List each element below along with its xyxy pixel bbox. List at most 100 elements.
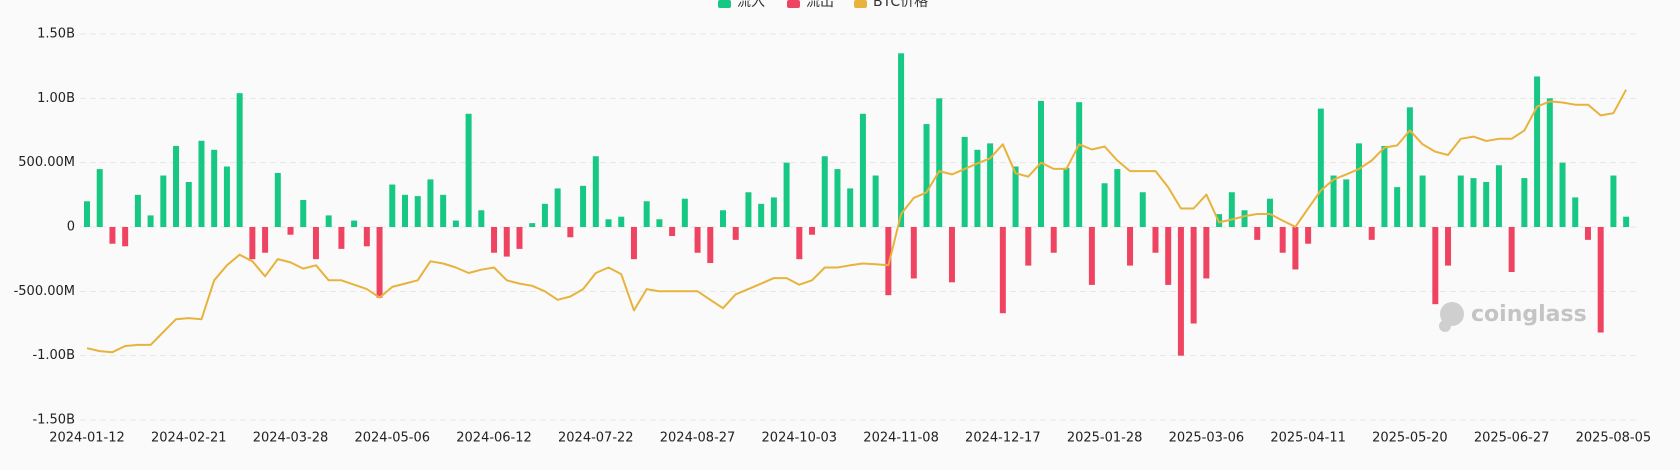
bar bbox=[1114, 169, 1121, 227]
bar bbox=[1368, 227, 1375, 240]
bar bbox=[1228, 192, 1235, 227]
bar bbox=[1076, 102, 1083, 227]
bar bbox=[1508, 227, 1515, 273]
bar bbox=[1139, 192, 1146, 227]
bar bbox=[999, 227, 1006, 314]
legend-item: 流出 bbox=[787, 0, 834, 10]
x-tick-label: 2024-03-28 bbox=[253, 431, 329, 446]
bar bbox=[745, 192, 752, 227]
bar bbox=[134, 194, 141, 227]
bar bbox=[910, 227, 917, 279]
bar bbox=[262, 227, 269, 253]
bar bbox=[84, 201, 90, 227]
bar bbox=[414, 196, 421, 227]
bar bbox=[185, 181, 192, 227]
x-tick-label: 2024-02-21 bbox=[151, 431, 227, 446]
bar bbox=[809, 227, 816, 235]
x-tick-label: 2025-01-28 bbox=[1067, 431, 1143, 446]
bar bbox=[885, 227, 892, 296]
bar bbox=[1534, 76, 1541, 228]
bar bbox=[223, 166, 230, 227]
x-tick-label: 2024-08-27 bbox=[660, 431, 736, 446]
bar bbox=[1597, 227, 1604, 333]
x-tick-label: 2024-12-17 bbox=[965, 431, 1041, 446]
y-tick-label: -500.00M bbox=[14, 284, 75, 299]
bar bbox=[1381, 145, 1388, 227]
bar bbox=[109, 227, 116, 244]
bar bbox=[1432, 227, 1439, 305]
bar bbox=[236, 93, 243, 227]
bar bbox=[1457, 175, 1464, 227]
bar bbox=[630, 227, 637, 260]
x-tick-label: 2025-04-11 bbox=[1270, 431, 1346, 446]
bar bbox=[974, 149, 981, 227]
bar bbox=[529, 223, 536, 227]
y-tick-label: 1.00B bbox=[37, 91, 75, 106]
legend-label: 流出 bbox=[806, 0, 834, 10]
bar bbox=[1063, 167, 1070, 227]
bar bbox=[834, 169, 841, 227]
legend-swatch bbox=[787, 0, 800, 8]
bar bbox=[605, 219, 612, 227]
bar bbox=[287, 227, 294, 235]
bar bbox=[1470, 178, 1477, 227]
bar bbox=[211, 149, 218, 227]
bar bbox=[1317, 108, 1324, 227]
x-tick-label: 2025-06-27 bbox=[1474, 431, 1550, 446]
x-tick-label: 2024-01-12 bbox=[49, 431, 125, 446]
bar bbox=[783, 162, 790, 227]
bar bbox=[1203, 227, 1210, 279]
bar bbox=[1088, 227, 1095, 285]
bar bbox=[503, 227, 510, 257]
bar bbox=[1165, 227, 1172, 285]
bar bbox=[1559, 162, 1566, 227]
x-tick-label: 2024-07-22 bbox=[558, 431, 634, 446]
bar bbox=[427, 179, 434, 227]
bar bbox=[440, 194, 447, 227]
bar bbox=[1330, 175, 1337, 227]
bar bbox=[541, 203, 548, 227]
watermark-logo bbox=[1439, 320, 1451, 332]
bar bbox=[363, 227, 370, 247]
bar bbox=[554, 188, 561, 227]
bar bbox=[1266, 198, 1273, 227]
bar bbox=[656, 219, 663, 227]
bar bbox=[796, 227, 803, 260]
bar bbox=[1177, 227, 1184, 356]
x-tick-label: 2024-06-12 bbox=[456, 431, 532, 446]
bar bbox=[1521, 178, 1528, 227]
x-tick-label: 2024-10-03 bbox=[762, 431, 838, 446]
bar bbox=[1190, 227, 1197, 324]
bar bbox=[1394, 187, 1401, 227]
legend-swatch bbox=[854, 0, 867, 8]
bar bbox=[338, 227, 345, 249]
price-line bbox=[86, 89, 1627, 354]
bar bbox=[1572, 197, 1579, 227]
bar bbox=[312, 227, 319, 260]
bar bbox=[1025, 227, 1032, 266]
watermark-text: coinglass bbox=[1471, 302, 1587, 327]
watermark-logo bbox=[1440, 302, 1464, 326]
bar bbox=[274, 172, 281, 227]
bar bbox=[1254, 227, 1261, 240]
y-tick-label: 500.00M bbox=[18, 155, 75, 170]
bar bbox=[325, 215, 332, 227]
bar bbox=[1356, 143, 1362, 227]
bar bbox=[592, 156, 599, 227]
x-tick-label: 2025-03-06 bbox=[1169, 431, 1245, 446]
bar bbox=[351, 220, 358, 227]
bar bbox=[923, 124, 930, 227]
legend-item: BTC价格 bbox=[854, 0, 928, 10]
bar bbox=[478, 210, 485, 227]
bar bbox=[1305, 227, 1312, 244]
bar bbox=[567, 227, 574, 238]
bar bbox=[847, 188, 854, 227]
y-tick-label: -1.00B bbox=[32, 348, 75, 363]
bar bbox=[389, 184, 396, 227]
y-tick-label: 0 bbox=[67, 220, 75, 235]
bar bbox=[580, 185, 587, 227]
x-tick-label: 2025-05-20 bbox=[1372, 431, 1448, 446]
bar bbox=[491, 227, 498, 253]
